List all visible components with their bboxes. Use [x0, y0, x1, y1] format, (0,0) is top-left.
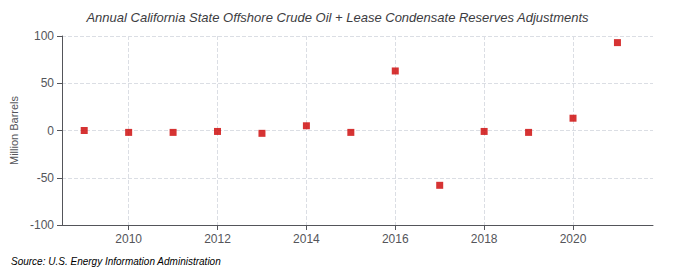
- svg-text:2016: 2016: [382, 232, 409, 246]
- svg-text:Annual California State Offsho: Annual California State Offshore Crude O…: [85, 10, 589, 25]
- svg-text:2020: 2020: [560, 232, 587, 246]
- svg-text:50: 50: [41, 76, 55, 90]
- svg-text:0: 0: [47, 124, 54, 138]
- svg-text:2010: 2010: [115, 232, 142, 246]
- svg-text:-50: -50: [37, 171, 55, 185]
- svg-text:2014: 2014: [293, 232, 320, 246]
- svg-text:Source: U.S. Energy Informatio: Source: U.S. Energy Information Administ…: [11, 256, 221, 267]
- svg-text:2018: 2018: [471, 232, 498, 246]
- svg-text:Million Barrels: Million Barrels: [8, 95, 20, 165]
- svg-text:2012: 2012: [204, 232, 231, 246]
- svg-text:-100: -100: [30, 218, 54, 232]
- svg-text:100: 100: [34, 29, 54, 43]
